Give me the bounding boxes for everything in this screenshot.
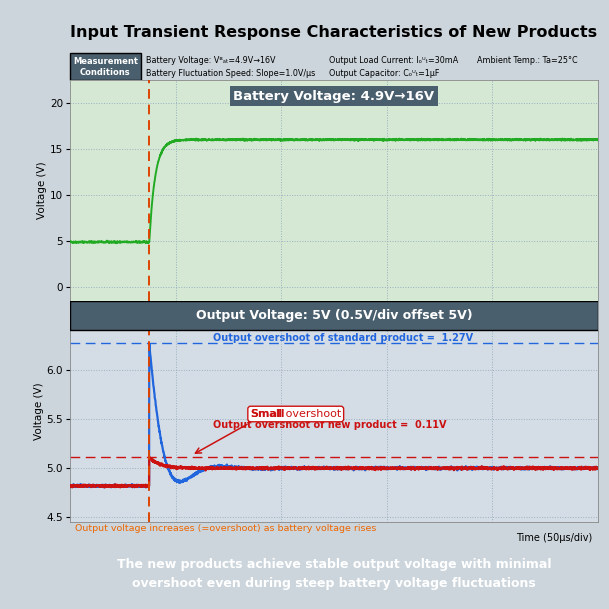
FancyBboxPatch shape — [70, 54, 141, 80]
Text: Small: Small — [251, 409, 285, 419]
Text: Output Capacitor: Cₒᵁₜ=1μF: Output Capacitor: Cₒᵁₜ=1μF — [329, 69, 439, 78]
Text: The new products achieve stable output voltage with minimal
overshoot even durin: The new products achieve stable output v… — [117, 558, 551, 590]
Text: Battery Fluctuation Speed: Slope=1.0V/μs: Battery Fluctuation Speed: Slope=1.0V/μs — [146, 69, 315, 78]
Text: Battery Voltage: 4.9V→16V: Battery Voltage: 4.9V→16V — [233, 90, 435, 103]
Text: Output Load Current: Iₒᵁₜ=30mA: Output Load Current: Iₒᵁₜ=30mA — [329, 55, 458, 65]
Text: Ambient Temp.: Ta=25°C: Ambient Temp.: Ta=25°C — [477, 55, 577, 65]
Text: Output overshoot of new product =  0.11V: Output overshoot of new product = 0.11V — [213, 420, 446, 431]
Text: Output voltage increases (=overshoot) as battery voltage rises: Output voltage increases (=overshoot) as… — [76, 524, 377, 533]
Text: Time (50μs/div): Time (50μs/div) — [516, 533, 593, 543]
Text: Battery Voltage: Vᴮₐₜ=4.9V→16V: Battery Voltage: Vᴮₐₜ=4.9V→16V — [146, 55, 275, 65]
FancyBboxPatch shape — [70, 301, 598, 330]
Text: Input Transient Response Characteristics of New Products: Input Transient Response Characteristics… — [71, 25, 597, 40]
Y-axis label: Voltage (V): Voltage (V) — [37, 161, 47, 219]
Y-axis label: Voltage (V): Voltage (V) — [33, 383, 44, 440]
Text: Output overshoot of standard product =  1.27V: Output overshoot of standard product = 1… — [213, 333, 473, 343]
Text: Output Voltage: 5V (0.5V/div offset 5V): Output Voltage: 5V (0.5V/div offset 5V) — [195, 309, 473, 322]
Text: Small overshoot: Small overshoot — [251, 409, 341, 419]
Text: Measurement
Conditions: Measurement Conditions — [73, 57, 138, 77]
